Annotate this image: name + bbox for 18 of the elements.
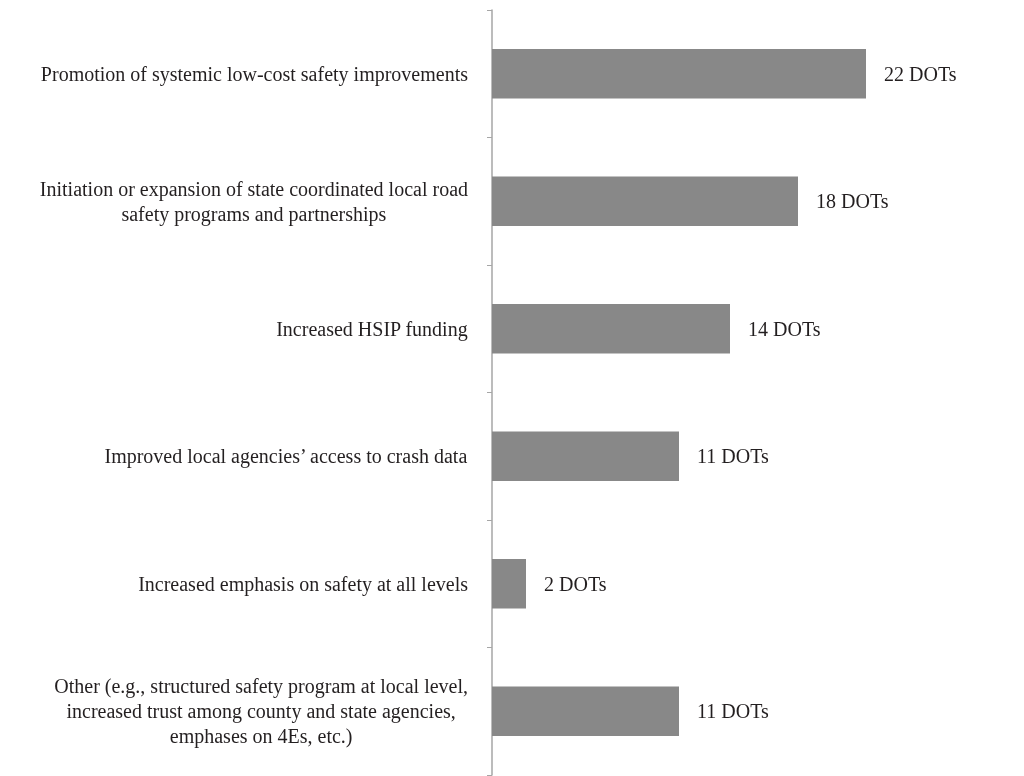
data-label: 14 DOTs bbox=[748, 317, 821, 340]
data-label: 18 DOTs bbox=[816, 190, 889, 213]
y-tick-label: Increased emphasis on safety at all levels bbox=[138, 572, 469, 596]
y-tick-label: Improved local agencies’ access to crash data bbox=[104, 445, 468, 469]
y-tick-label: Increased HSIP funding bbox=[276, 317, 468, 341]
bar bbox=[492, 48, 866, 99]
bar bbox=[492, 176, 798, 227]
y-tick-label: Initiation or expansion of state coordinated local road safety programs and partnerships bbox=[39, 177, 468, 226]
y-tick-label: Promotion of systemic low-cost safety improvements bbox=[40, 62, 469, 86]
data-label: 11 DOTs bbox=[697, 445, 769, 468]
y-tick-label: Other (e.g., structured safety program at local level, increased trust among county and state agencies, emphases on 4Es, etc.) bbox=[54, 675, 469, 749]
bar bbox=[492, 558, 526, 609]
data-label: 2 DOTs bbox=[544, 572, 607, 595]
bar bbox=[492, 303, 730, 354]
bar bbox=[492, 431, 679, 482]
data-label: 11 DOTs bbox=[697, 700, 769, 723]
bar bbox=[492, 686, 679, 737]
data-label: 22 DOTs bbox=[884, 62, 957, 85]
